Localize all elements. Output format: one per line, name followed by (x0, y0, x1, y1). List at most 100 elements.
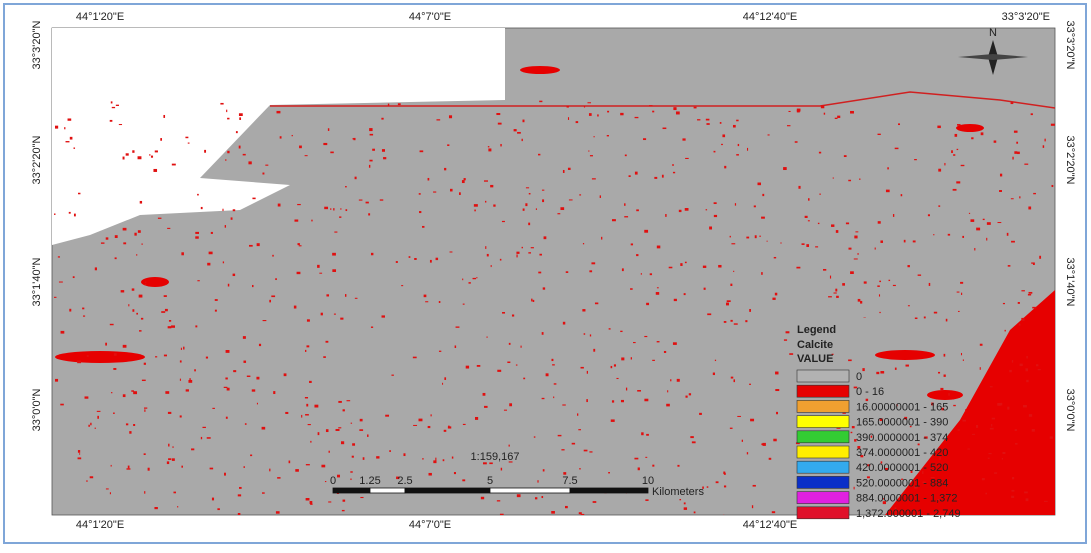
calcite-pixel (94, 427, 97, 429)
calcite-pixel (275, 278, 277, 281)
legend-label: 884.0000001 - 1,372 (856, 493, 958, 505)
calcite-pixel (905, 364, 909, 367)
calcite-pixel (1014, 151, 1018, 154)
calcite-pixel (144, 283, 147, 286)
calcite-pixel (736, 154, 739, 156)
calcite-pixel (1007, 406, 1010, 410)
calcite-pixel (952, 188, 957, 191)
calcite-pixel (624, 203, 626, 206)
calcite-pixel (553, 383, 557, 385)
calcite-pixel (533, 436, 536, 438)
legend-label: 374.0000001 - 420 (856, 447, 948, 459)
calcite-pixel (77, 450, 81, 453)
calcite-pixel (1017, 151, 1020, 155)
calcite-pixel (670, 379, 672, 382)
calcite-pixel (1032, 262, 1035, 265)
calcite-pixel (214, 309, 217, 312)
calcite-pixel (58, 281, 63, 283)
calcite-pixel (342, 499, 346, 502)
calcite-pixel (137, 230, 141, 233)
calcite-pixel (688, 393, 692, 396)
calcite-pixel (55, 378, 59, 382)
calcite-pixel (823, 112, 826, 115)
calcite-pixel (853, 486, 855, 490)
left-coord-label: 33°2'20"N (31, 135, 43, 184)
calcite-pixel (320, 312, 323, 316)
calcite-pixel (774, 292, 778, 296)
calcite-pixel (962, 235, 965, 238)
calcite-pixel (718, 264, 722, 268)
calcite-pixel (894, 147, 899, 150)
calcite-pixel (238, 145, 241, 149)
calcite-pixel (133, 391, 138, 395)
calcite-pixel (608, 472, 610, 474)
calcite-pixel (927, 214, 930, 217)
calcite-pixel (655, 292, 660, 295)
calcite-pixel (956, 291, 960, 293)
calcite-pixel (365, 201, 369, 204)
calcite-pixel (476, 364, 481, 367)
calcite-pixel (562, 321, 566, 325)
calcite-pixel (857, 446, 861, 449)
calcite-pixel (113, 412, 115, 414)
calcite-pixel (208, 251, 213, 255)
calcite-pixel (64, 127, 66, 130)
calcite-pixel (724, 472, 726, 475)
left-coord-label: 33°3'20"N (31, 20, 43, 69)
calcite-pixel (633, 342, 636, 344)
calcite-pixel (666, 403, 670, 407)
calcite-pixel (551, 358, 554, 362)
calcite-pixel (195, 236, 199, 239)
calcite-pixel (77, 457, 82, 460)
calcite-pixel (750, 418, 755, 422)
calcite-pixel (226, 109, 228, 113)
calcite-pixel (661, 174, 664, 178)
calcite-pixel (171, 163, 176, 166)
calcite-pixel (896, 403, 898, 407)
calcite-pixel (621, 357, 625, 361)
calcite-pixel (713, 214, 718, 218)
calcite-pixel (499, 513, 504, 515)
calcite-pixel (697, 119, 701, 121)
calcite-pixel (180, 347, 182, 350)
calcite-pixel (166, 461, 170, 465)
calcite-pixel (109, 492, 111, 495)
calcite-pixel (933, 311, 938, 314)
calcite-pixel (86, 355, 89, 357)
calcite-pixel (427, 177, 430, 181)
calcite-pixel (741, 439, 744, 442)
scale-bar-segment (404, 487, 491, 494)
calcite-pixel (115, 104, 119, 106)
calcite-pixel (1010, 102, 1014, 105)
calcite-pixel (77, 360, 82, 364)
calcite-pixel (860, 455, 864, 458)
calcite-pixel (794, 141, 798, 143)
calcite-pixel (79, 453, 81, 455)
calcite-pixel (545, 373, 549, 377)
calcite-pixel (458, 192, 461, 195)
calcite-pixel (372, 148, 375, 151)
calcite-pixel (944, 162, 946, 166)
calcite-pixel (235, 131, 238, 134)
calcite-pixel (761, 216, 765, 219)
calcite-pixel (515, 364, 518, 366)
calcite-pixel (433, 191, 437, 193)
calcite-pixel (438, 301, 441, 303)
calcite-pixel (912, 240, 916, 243)
calcite-pixel (297, 203, 301, 206)
calcite-pixel (358, 199, 363, 201)
calcite-pixel (1025, 498, 1029, 502)
calcite-pixel (1013, 130, 1018, 133)
calcite-pixel (310, 503, 313, 505)
calcite-pixel (634, 171, 638, 175)
calcite-pixel (965, 409, 967, 412)
calcite-pixel (981, 478, 985, 481)
calcite-pixel (1019, 363, 1023, 367)
calcite-pixel (542, 287, 546, 290)
calcite-pixel (539, 100, 543, 103)
calcite-pixel (210, 231, 213, 234)
calcite-pixel (453, 472, 456, 475)
frame (3, 3, 1087, 544)
calcite-pixel (940, 387, 944, 391)
calcite-pixel (226, 387, 230, 391)
